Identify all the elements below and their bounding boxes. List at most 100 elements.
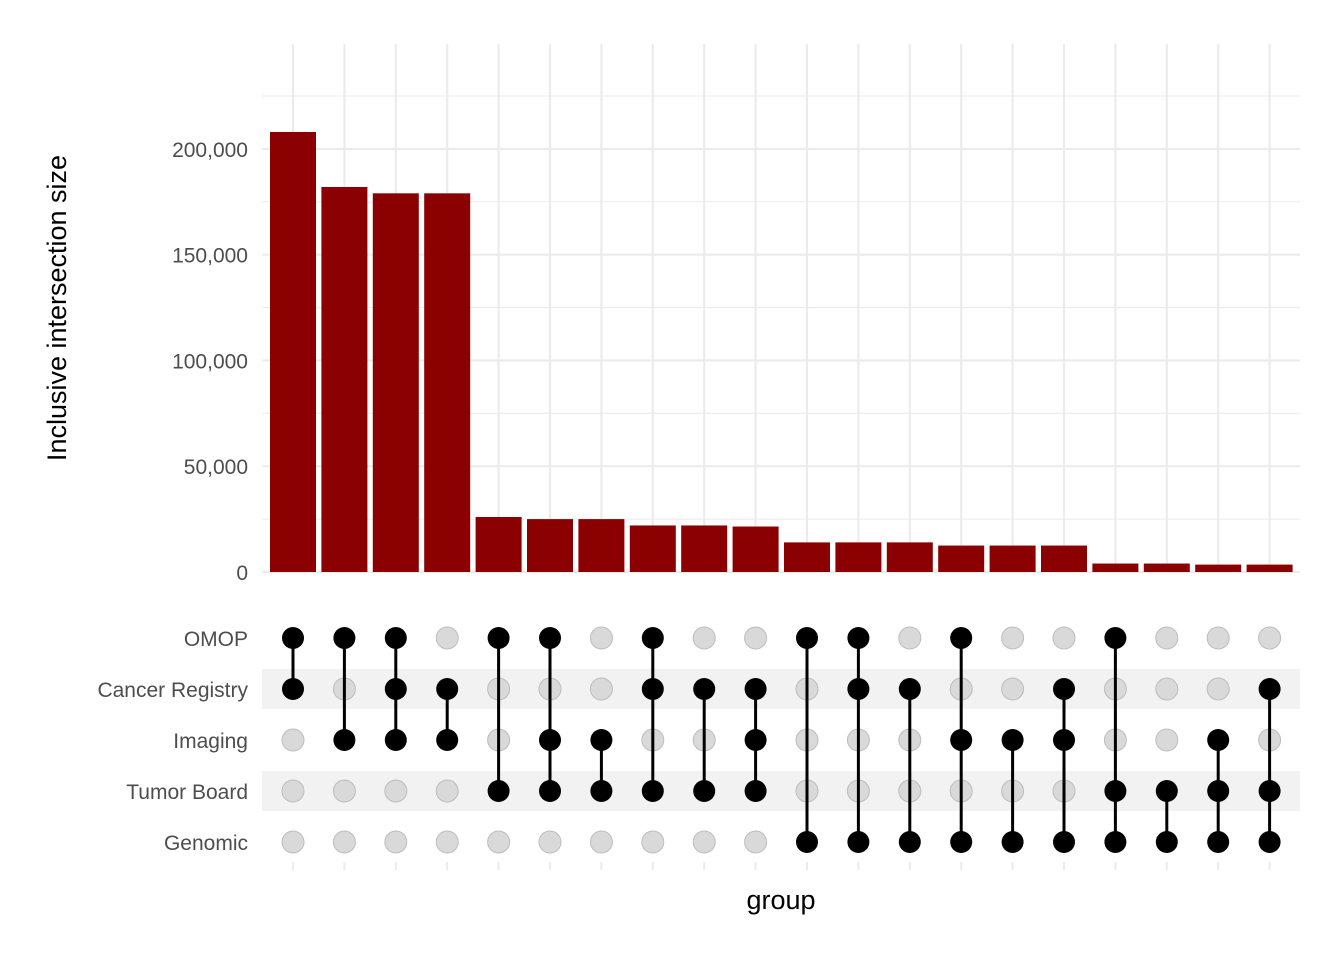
set-label: Imaging [173, 730, 248, 753]
matrix-dot-inactive [1001, 626, 1025, 650]
matrix-dot-active [539, 729, 561, 751]
matrix-dot-active [539, 627, 561, 649]
matrix-dot-active [1155, 831, 1178, 853]
matrix-dot-inactive [1155, 626, 1179, 650]
matrix-dot-active [1001, 729, 1024, 751]
matrix-dot-inactive [538, 830, 562, 854]
matrix-dot-active [1104, 780, 1127, 802]
matrix-dot-inactive [332, 779, 356, 803]
matrix-dot-active [1207, 780, 1230, 802]
bar [1143, 563, 1190, 572]
matrix-dot-active [744, 729, 767, 751]
bar [938, 545, 985, 572]
y-axis-ticks: 0 50,000 100,000 150,000 200,000 [172, 139, 248, 585]
matrix-dot-inactive [281, 728, 305, 752]
bar [784, 542, 830, 572]
matrix-layer [281, 626, 1282, 854]
matrix-dot-active [744, 678, 767, 700]
bar [372, 193, 419, 572]
matrix-dot-active [693, 678, 716, 700]
bar [1041, 545, 1087, 572]
matrix-dot-active [333, 729, 356, 751]
matrix-dot-active [1155, 780, 1178, 802]
matrix-dot-inactive [435, 830, 459, 854]
matrix-dot-inactive [1001, 677, 1025, 701]
matrix-dot-active [641, 678, 664, 700]
matrix-dot-inactive [641, 830, 665, 854]
matrix-dot-inactive [384, 830, 408, 854]
matrix-dot-active [950, 627, 973, 649]
matrix-stripe [262, 771, 1300, 811]
matrix-dot-active [1053, 729, 1075, 751]
matrix-dot-active [1053, 678, 1075, 700]
matrix-dot-inactive [589, 677, 613, 701]
matrix-dot-active [950, 831, 973, 853]
bar [835, 542, 882, 572]
set-label: Genomic [164, 832, 248, 855]
matrix-dot-active [333, 627, 356, 649]
y-tick-label: 100,000 [172, 350, 248, 373]
set-labels: OMOP Cancer Registry Imaging Tumor Board Gen… [97, 628, 248, 855]
matrix-dot-inactive [1052, 626, 1076, 650]
matrix-dot-active [950, 729, 973, 751]
x-axis-label: group [746, 885, 815, 915]
matrix-dot-active [436, 678, 459, 700]
matrix-dot-active [1258, 678, 1281, 700]
set-label: Cancer Registry [97, 679, 248, 702]
matrix-dot-inactive [1206, 626, 1230, 650]
matrix-dot-active [384, 729, 407, 751]
matrix-stripe [262, 669, 1300, 709]
matrix-dot-inactive [898, 626, 922, 650]
matrix-dot-active [539, 780, 561, 802]
matrix-dot-active [487, 780, 510, 802]
matrix-dot-active [898, 678, 921, 700]
matrix-dot-active [282, 627, 304, 649]
matrix-dot-inactive [1155, 677, 1179, 701]
matrix-dot-active [590, 780, 613, 802]
bar [989, 545, 1036, 572]
set-label: OMOP [184, 628, 248, 651]
matrix-dot-inactive [1258, 626, 1282, 650]
matrix-dot-inactive [744, 830, 768, 854]
bar [681, 525, 728, 572]
matrix-dot-active [641, 780, 664, 802]
bar [321, 186, 368, 573]
matrix-dot-active [1104, 831, 1127, 853]
matrix-dot-active [590, 729, 613, 751]
y-tick-label: 200,000 [172, 139, 248, 162]
matrix-stripes [262, 669, 1300, 870]
matrix-dot-inactive [435, 626, 459, 650]
matrix-dot-active [436, 729, 459, 751]
bar [270, 131, 316, 572]
y-tick-label: 150,000 [172, 245, 248, 268]
matrix-dot-active [898, 831, 921, 853]
bar [1092, 563, 1139, 572]
matrix-dot-active [1053, 831, 1075, 853]
matrix-dot-inactive [1155, 728, 1179, 752]
set-label: Tumor Board [126, 781, 248, 804]
matrix-dot-inactive [332, 830, 356, 854]
matrix-dot-inactive [384, 779, 408, 803]
bar [886, 542, 933, 572]
matrix-dot-active [282, 678, 304, 700]
bar [527, 519, 573, 572]
bar [629, 525, 676, 572]
matrix-dot-active [1258, 831, 1281, 853]
matrix-dot-inactive [487, 830, 511, 854]
y-tick-label: 0 [236, 562, 248, 585]
matrix-dot-active [847, 831, 870, 853]
matrix-dot-inactive [692, 626, 716, 650]
bars-layer [270, 131, 1293, 573]
matrix-dot-active [1001, 831, 1024, 853]
matrix-dot-inactive [744, 626, 768, 650]
matrix-dot-active [1258, 780, 1281, 802]
matrix-dot-active [487, 627, 510, 649]
y-tick-label: 50,000 [184, 456, 248, 479]
bar [732, 526, 779, 572]
matrix-dot-active [847, 678, 870, 700]
matrix-dot-active [796, 627, 818, 649]
matrix-dot-active [384, 678, 407, 700]
matrix-dot-inactive [589, 626, 613, 650]
